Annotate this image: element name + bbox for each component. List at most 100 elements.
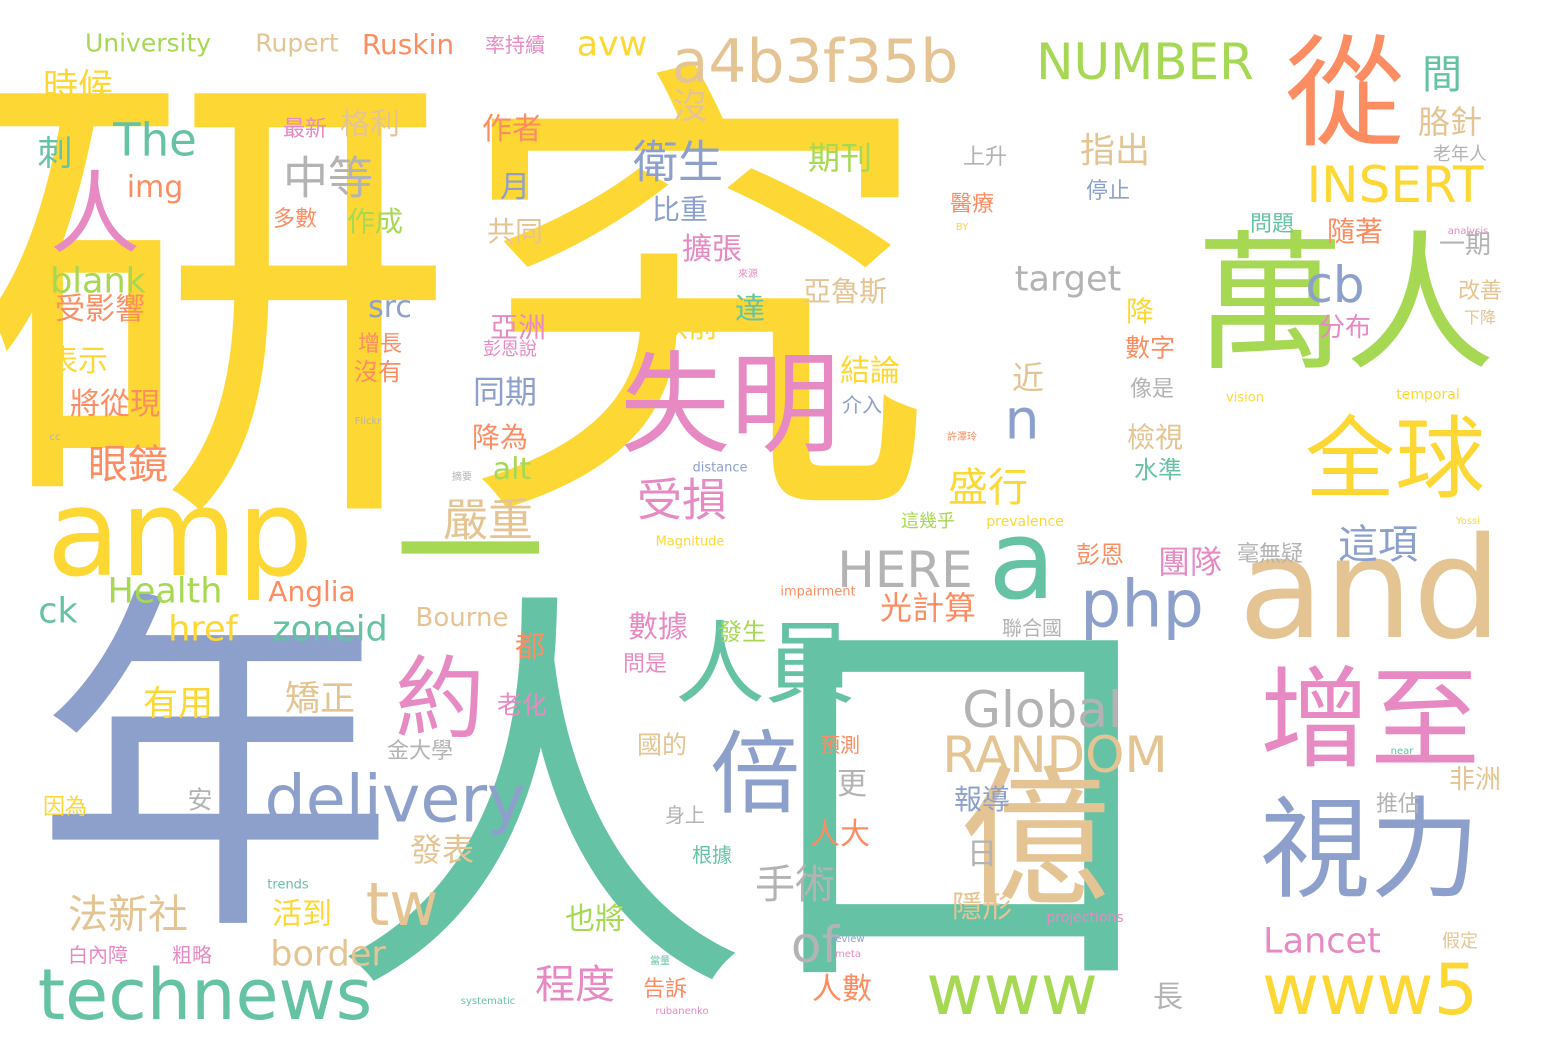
word: 億 (959, 753, 1111, 927)
word: 根據 (692, 843, 732, 867)
word: 隨著 (1326, 215, 1384, 248)
word: 有用 (142, 684, 214, 725)
word: 假定 (1442, 931, 1478, 952)
word: 失明 (620, 341, 840, 469)
word: avw (576, 24, 648, 65)
word: 國的 (636, 730, 688, 760)
word: 多數 (272, 207, 318, 232)
word: a4b3f35b (671, 27, 959, 97)
word: 隱形 (952, 890, 1012, 925)
word: projections (1046, 910, 1124, 926)
word: img (126, 170, 184, 205)
word: Yossi (1455, 516, 1481, 527)
word: Ruskin (361, 28, 455, 61)
word: Health (107, 571, 223, 612)
word: rubanenko (655, 1006, 709, 1017)
word: 下降 (1463, 308, 1497, 327)
word: Lancet (1263, 921, 1381, 962)
word: Magnitude (655, 534, 725, 550)
word: distance (692, 460, 748, 476)
word: 最新 (282, 117, 328, 142)
word: 光計算 (879, 589, 977, 627)
word: 表示 (48, 344, 108, 379)
word: 這項 (1338, 522, 1418, 568)
word: 發生 (718, 618, 766, 646)
word: blank (50, 261, 146, 302)
word: 粗略 (172, 943, 212, 967)
word: NUMBER (1036, 33, 1254, 91)
word: 間 (1422, 52, 1462, 98)
word: 身上 (665, 803, 705, 827)
word: ck (38, 591, 78, 632)
word: 月 (500, 170, 530, 205)
word: 結論 (840, 354, 900, 389)
word: delivery (264, 762, 526, 838)
word: 問是 (622, 652, 668, 677)
word: 時候 (42, 67, 114, 108)
word: 金大學 (386, 739, 454, 764)
word: temporal (1396, 387, 1460, 403)
word: 聯合國 (1002, 616, 1062, 640)
word: 人數 (812, 972, 872, 1007)
word: 沒 (672, 87, 708, 128)
word: 年 (35, 560, 395, 979)
word: 一期 (1438, 230, 1492, 260)
word: 胳針 (1417, 103, 1483, 141)
word: 人員 (675, 612, 855, 717)
word: 活到 (272, 897, 332, 932)
word: 同期 (472, 373, 538, 411)
word: amp (46, 465, 314, 604)
word: 數據 (628, 610, 688, 645)
word: BY (955, 222, 969, 233)
word: 中等 (282, 151, 374, 205)
word: 數字 (1124, 333, 1176, 363)
word: href (168, 609, 238, 650)
word: 近 (1011, 359, 1045, 397)
word: 告訴 (642, 977, 688, 1002)
word: a (988, 496, 1056, 624)
word: 因為 (42, 795, 88, 820)
word: The (113, 113, 197, 167)
word: 達 (735, 292, 765, 327)
word: 醫療 (949, 192, 995, 217)
word: 問題 (1249, 212, 1295, 237)
word: 介入 (842, 393, 882, 417)
word: 許澤玲 (947, 432, 977, 443)
word: 毫無疑 (1236, 542, 1304, 567)
word: 矯正 (284, 679, 356, 720)
word: 分布 (1318, 313, 1372, 343)
word: Flickr (354, 416, 382, 427)
word: cc (49, 432, 61, 443)
word: 共同 (486, 215, 544, 248)
word: 比重 (651, 193, 709, 226)
word: Rupert (255, 28, 339, 58)
word: 將從現 (70, 387, 160, 422)
word: 老化 (496, 690, 548, 720)
word: 預測 (820, 733, 860, 757)
word: 彭恩說 (483, 339, 537, 360)
word: 沒有 (354, 358, 402, 386)
word: 衛生 (632, 135, 724, 189)
word: technews (37, 954, 373, 1036)
word: Anglia (268, 575, 356, 608)
word: 亞魯斯 (802, 275, 888, 308)
word: INSERT (1306, 156, 1484, 214)
word: cb (1305, 256, 1365, 314)
word: and (1238, 508, 1502, 671)
word: 團隊 (1157, 543, 1223, 581)
word: Global (962, 681, 1122, 739)
word: 作成 (346, 205, 404, 238)
word: 長 (1153, 980, 1183, 1015)
word: 期刊 (807, 139, 873, 177)
word: 上升 (962, 145, 1008, 170)
word: 以前 (658, 310, 718, 345)
word: 來源 (738, 269, 758, 280)
word: Bourne (415, 603, 509, 633)
word: 手術 (755, 862, 835, 908)
word: 像是 (1129, 377, 1175, 402)
word: meta (835, 949, 861, 960)
word: 倍 (710, 722, 800, 827)
word: 降 (1125, 295, 1155, 328)
word: 人口 (330, 560, 1170, 1049)
word: 率 (509, 730, 535, 760)
